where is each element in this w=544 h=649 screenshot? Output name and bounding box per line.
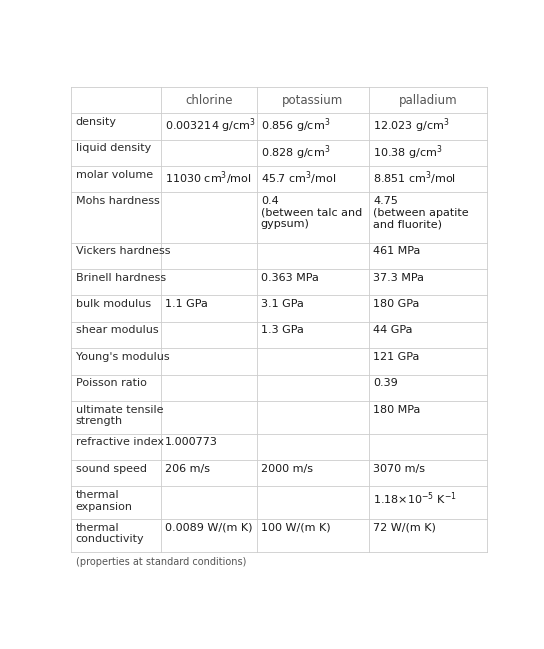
Text: sound speed: sound speed <box>76 463 146 474</box>
Text: 4.75
(between apatite
and fluorite): 4.75 (between apatite and fluorite) <box>373 196 469 229</box>
Text: 3070 m/s: 3070 m/s <box>373 463 425 474</box>
Text: molar volume: molar volume <box>76 169 153 180</box>
Text: thermal
expansion: thermal expansion <box>76 490 133 511</box>
Text: 180 MPa: 180 MPa <box>373 404 421 415</box>
Text: 206 m/s: 206 m/s <box>165 463 210 474</box>
Text: bulk modulus: bulk modulus <box>76 299 151 309</box>
Text: 37.3 MPa: 37.3 MPa <box>373 273 424 282</box>
Text: 0.363 MPa: 0.363 MPa <box>261 273 319 282</box>
Text: Vickers hardness: Vickers hardness <box>76 246 170 256</box>
Text: 100 W/(m K): 100 W/(m K) <box>261 522 330 533</box>
Text: 461 MPa: 461 MPa <box>373 246 421 256</box>
Text: 45.7 cm$^3$/mol: 45.7 cm$^3$/mol <box>261 169 336 187</box>
Text: Brinell hardness: Brinell hardness <box>76 273 166 282</box>
Text: 1.000773: 1.000773 <box>165 437 218 447</box>
Text: chlorine: chlorine <box>185 93 232 106</box>
Text: 10.38 g/cm$^3$: 10.38 g/cm$^3$ <box>373 143 443 162</box>
Text: 1.3 GPa: 1.3 GPa <box>261 325 304 336</box>
Text: 2000 m/s: 2000 m/s <box>261 463 313 474</box>
Text: 0.39: 0.39 <box>373 378 398 388</box>
Text: 1.1 GPa: 1.1 GPa <box>165 299 208 309</box>
Text: potassium: potassium <box>282 93 343 106</box>
Text: Poisson ratio: Poisson ratio <box>76 378 146 388</box>
Text: Young's modulus: Young's modulus <box>76 352 169 361</box>
Text: 44 GPa: 44 GPa <box>373 325 412 336</box>
Text: refractive index: refractive index <box>76 437 164 447</box>
Text: 121 GPa: 121 GPa <box>373 352 419 361</box>
Text: 180 GPa: 180 GPa <box>373 299 419 309</box>
Text: 0.4
(between talc and
gypsum): 0.4 (between talc and gypsum) <box>261 196 362 229</box>
Text: 8.851 cm$^3$/mol: 8.851 cm$^3$/mol <box>373 169 456 187</box>
Text: 0.0089 W/(m K): 0.0089 W/(m K) <box>165 522 252 533</box>
Text: 12.023 g/cm$^3$: 12.023 g/cm$^3$ <box>373 117 450 136</box>
Text: shear modulus: shear modulus <box>76 325 158 336</box>
Text: (properties at standard conditions): (properties at standard conditions) <box>76 557 246 567</box>
Text: palladium: palladium <box>399 93 458 106</box>
Text: 72 W/(m K): 72 W/(m K) <box>373 522 436 533</box>
Text: 0.003214 g/cm$^3$: 0.003214 g/cm$^3$ <box>165 117 256 136</box>
Text: 11030 cm$^3$/mol: 11030 cm$^3$/mol <box>165 169 252 187</box>
Text: thermal
conductivity: thermal conductivity <box>76 522 144 544</box>
Text: density: density <box>76 117 116 127</box>
Text: Mohs hardness: Mohs hardness <box>76 196 159 206</box>
Text: 3.1 GPa: 3.1 GPa <box>261 299 304 309</box>
Text: 1.18$\times$10$^{-5}$ K$^{-1}$: 1.18$\times$10$^{-5}$ K$^{-1}$ <box>373 490 457 506</box>
Text: liquid density: liquid density <box>76 143 151 153</box>
Text: 0.856 g/cm$^3$: 0.856 g/cm$^3$ <box>261 117 330 136</box>
Text: ultimate tensile
strength: ultimate tensile strength <box>76 404 163 426</box>
Text: 0.828 g/cm$^3$: 0.828 g/cm$^3$ <box>261 143 330 162</box>
